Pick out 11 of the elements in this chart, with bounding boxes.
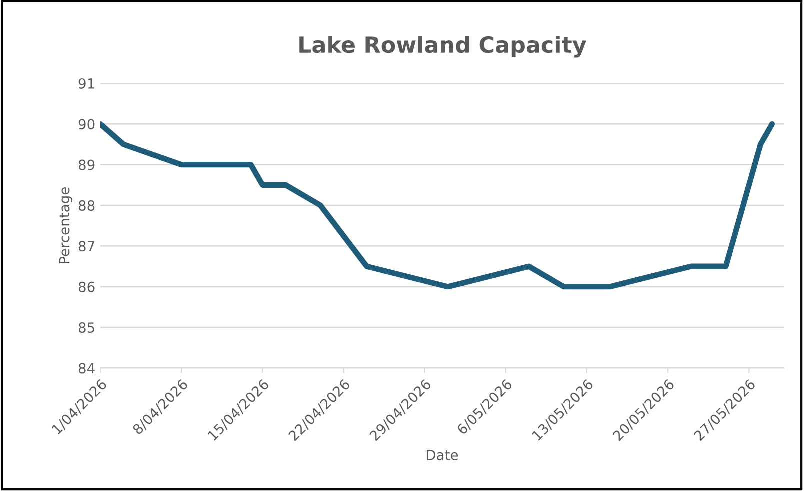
y-tick-label: 91	[78, 78, 94, 89]
y-tick-label: 89	[78, 160, 95, 170]
y-tick-label: 88	[78, 200, 95, 211]
chart-title: Lake Rowland Capacity	[300, 36, 586, 58]
y-tick-label: 90	[78, 119, 95, 130]
y-axis-title: Percentage	[59, 188, 72, 264]
y-tick-label: 87	[78, 241, 94, 252]
x-axis-title: Date	[426, 450, 458, 460]
y-tick-label: 86	[78, 282, 95, 292]
y-tick-label: 84	[78, 363, 95, 374]
y-tick-label: 85	[78, 322, 94, 334]
